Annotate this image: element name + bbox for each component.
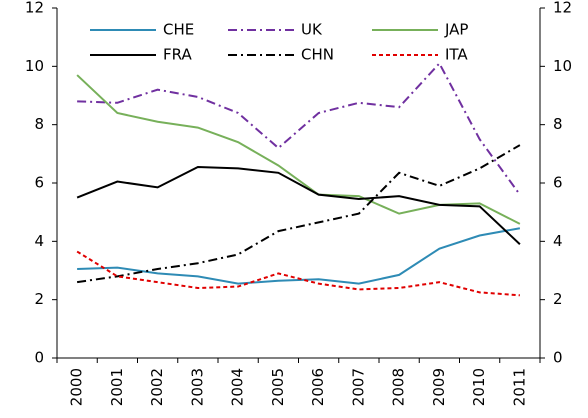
x-tick-label: 2010 [470, 368, 488, 406]
legend-label: UK [301, 21, 323, 39]
x-tick-label: 2005 [269, 368, 287, 406]
y2-tick-label: 6 [553, 174, 563, 192]
x-tick-label: 2007 [349, 368, 367, 406]
x-tick-label: 2006 [309, 368, 327, 406]
legend-label: CHE [163, 21, 194, 39]
series-line [76, 250, 520, 297]
y2-tick-label: 2 [553, 290, 563, 308]
y-tick-label: 4 [34, 232, 44, 250]
series-line [76, 144, 521, 284]
y2-tick-label: 8 [553, 115, 563, 133]
x-tick-label: 2004 [229, 368, 247, 406]
legend-label: FRA [163, 46, 192, 64]
series-line [76, 165, 521, 245]
y-tick-label: 12 [25, 0, 44, 17]
x-tick-label: 2000 [68, 368, 86, 406]
series-line [77, 61, 521, 196]
y2-tick-label: 12 [553, 0, 572, 17]
y-tick-label: 6 [34, 174, 44, 192]
x-tick-label: 2008 [390, 368, 408, 406]
x-tick-label: 2009 [430, 368, 448, 406]
x-tick-label: 2011 [510, 368, 528, 406]
legend-label: CHN [301, 46, 334, 64]
x-tick-label: 2001 [108, 368, 126, 406]
y2-tick-label: 10 [553, 57, 572, 75]
x-tick-label: 2003 [188, 368, 206, 406]
x-tick-label: 2002 [148, 368, 166, 406]
y-tick-label: 2 [34, 290, 44, 308]
legend-label: JAP [444, 21, 468, 39]
y2-tick-label: 0 [553, 349, 563, 367]
legend-label: ITA [445, 46, 468, 64]
y-tick-label: 10 [25, 57, 44, 75]
y2-tick-label: 4 [553, 232, 563, 250]
y-tick-label: 8 [34, 115, 44, 133]
y-tick-label: 0 [34, 349, 44, 367]
series-line [76, 74, 521, 225]
series-line [77, 227, 521, 285]
